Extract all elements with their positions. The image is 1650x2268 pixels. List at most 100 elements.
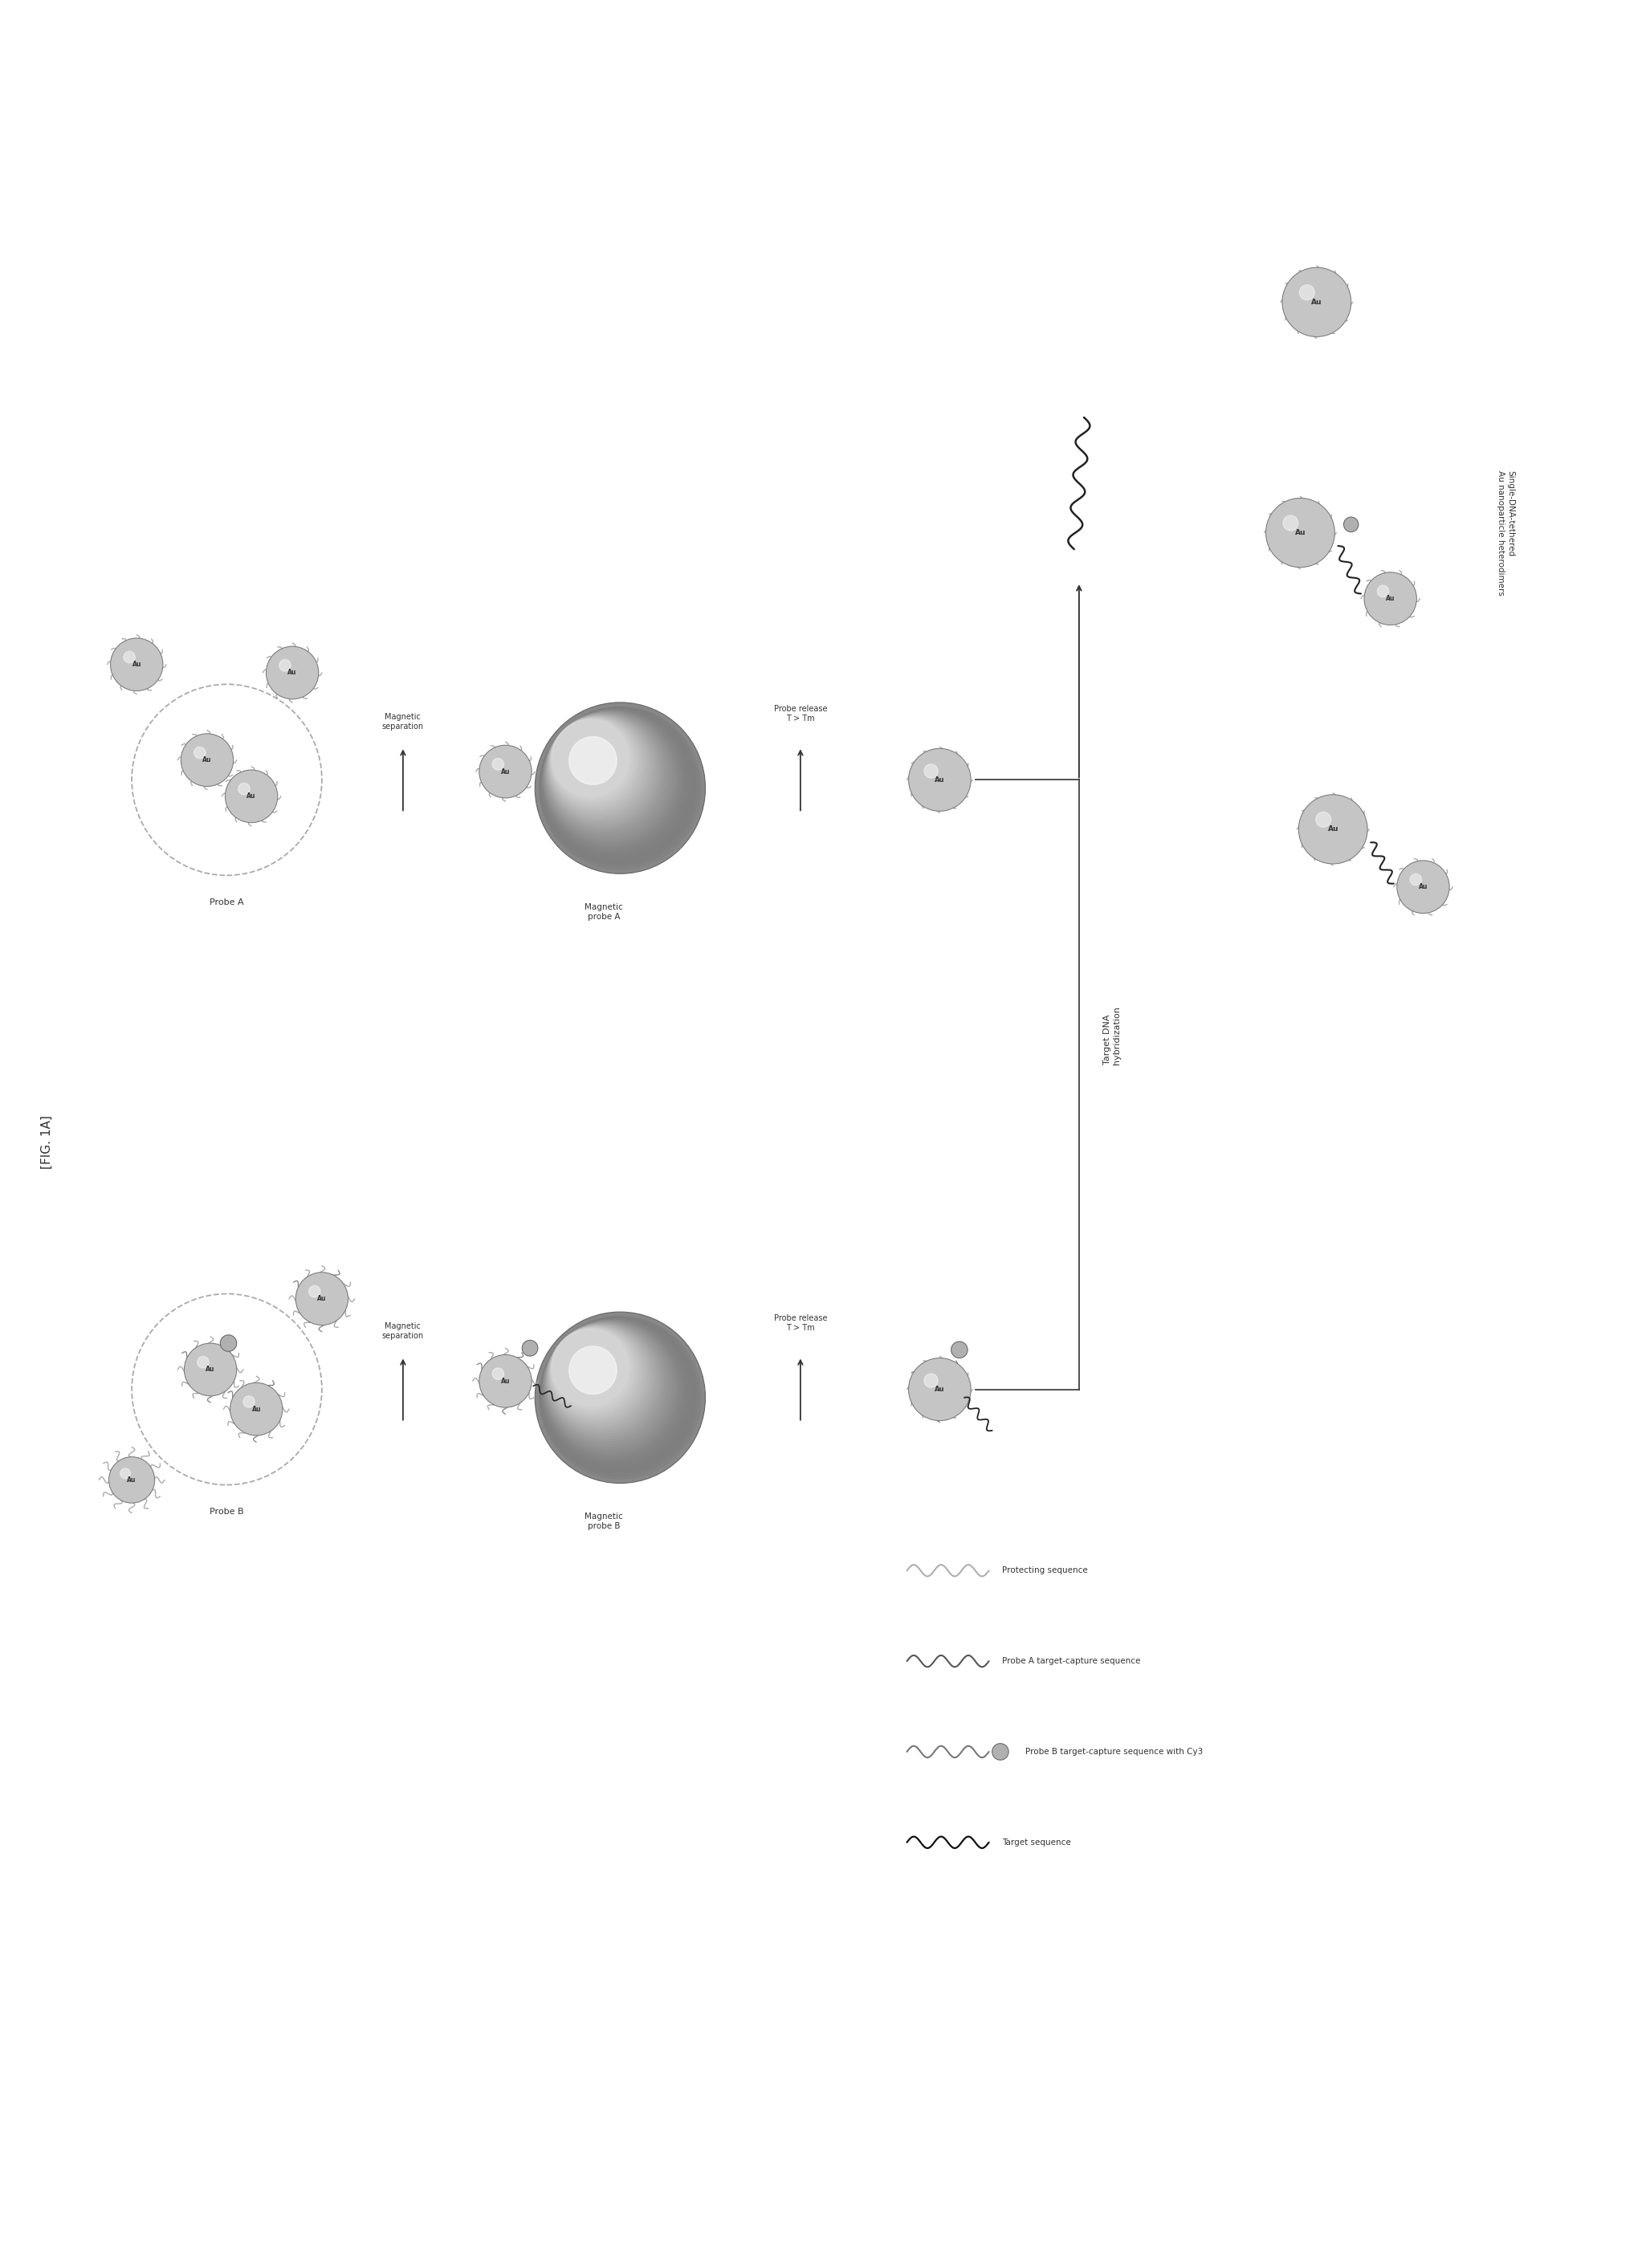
- Circle shape: [549, 1327, 639, 1415]
- Circle shape: [480, 1356, 528, 1404]
- Circle shape: [182, 735, 233, 787]
- Circle shape: [952, 1343, 965, 1356]
- Circle shape: [221, 1336, 236, 1352]
- Circle shape: [112, 642, 158, 687]
- Circle shape: [544, 712, 673, 841]
- Circle shape: [266, 646, 318, 699]
- Circle shape: [909, 1359, 969, 1420]
- Circle shape: [482, 748, 528, 794]
- Circle shape: [182, 735, 231, 785]
- Circle shape: [1267, 499, 1332, 565]
- Circle shape: [482, 1356, 528, 1404]
- Circle shape: [548, 1325, 657, 1433]
- Circle shape: [267, 646, 317, 699]
- Circle shape: [221, 1336, 234, 1349]
- Circle shape: [993, 1744, 1006, 1758]
- Circle shape: [112, 640, 160, 687]
- Circle shape: [233, 1386, 279, 1431]
- Circle shape: [1345, 517, 1356, 531]
- Circle shape: [185, 1345, 234, 1395]
- Circle shape: [111, 637, 163, 692]
- Circle shape: [912, 753, 965, 805]
- Circle shape: [231, 1383, 282, 1436]
- Circle shape: [909, 748, 969, 810]
- Circle shape: [540, 1318, 698, 1476]
- Circle shape: [523, 1340, 536, 1354]
- Circle shape: [911, 751, 967, 807]
- Circle shape: [1267, 499, 1333, 567]
- Circle shape: [909, 751, 969, 810]
- Circle shape: [1366, 574, 1414, 624]
- Circle shape: [909, 751, 969, 810]
- Circle shape: [1284, 270, 1348, 333]
- Circle shape: [229, 1383, 282, 1436]
- Circle shape: [186, 1345, 233, 1393]
- Circle shape: [482, 1356, 528, 1404]
- Circle shape: [1302, 798, 1361, 857]
- Text: Protecting sequence: Protecting sequence: [1002, 1567, 1087, 1574]
- Circle shape: [182, 733, 233, 787]
- Circle shape: [1300, 796, 1365, 862]
- Circle shape: [1398, 862, 1447, 912]
- Circle shape: [183, 737, 228, 782]
- Circle shape: [111, 1458, 152, 1501]
- Circle shape: [1365, 572, 1416, 624]
- Circle shape: [1399, 862, 1445, 909]
- Circle shape: [269, 649, 314, 694]
- Circle shape: [1366, 576, 1411, 619]
- Text: Au: Au: [317, 1295, 327, 1302]
- Circle shape: [480, 1354, 531, 1406]
- Circle shape: [1269, 501, 1330, 562]
- Circle shape: [111, 1458, 152, 1501]
- Circle shape: [269, 649, 315, 696]
- Circle shape: [911, 751, 965, 805]
- Circle shape: [182, 735, 233, 785]
- Text: Au: Au: [132, 660, 142, 669]
- Circle shape: [111, 1458, 150, 1499]
- Circle shape: [952, 1343, 965, 1356]
- Circle shape: [111, 1458, 153, 1501]
- Circle shape: [183, 735, 229, 782]
- Circle shape: [185, 1345, 236, 1395]
- Circle shape: [297, 1275, 345, 1322]
- Text: Au: Au: [502, 769, 510, 776]
- Circle shape: [1302, 798, 1361, 857]
- Circle shape: [186, 1345, 233, 1393]
- Circle shape: [233, 1386, 277, 1431]
- Circle shape: [1284, 270, 1346, 333]
- Circle shape: [480, 746, 530, 796]
- Circle shape: [269, 649, 314, 694]
- Circle shape: [535, 703, 705, 873]
- Circle shape: [1269, 501, 1330, 562]
- Circle shape: [909, 1359, 969, 1418]
- Circle shape: [231, 1383, 279, 1433]
- Circle shape: [546, 714, 662, 830]
- Circle shape: [541, 1318, 688, 1467]
- Circle shape: [543, 710, 683, 853]
- Circle shape: [543, 1320, 676, 1454]
- Circle shape: [228, 771, 274, 819]
- Circle shape: [267, 646, 317, 699]
- Circle shape: [911, 751, 969, 807]
- Circle shape: [523, 1340, 538, 1356]
- Circle shape: [543, 712, 676, 844]
- Circle shape: [523, 1343, 535, 1354]
- Circle shape: [111, 1458, 152, 1501]
- Circle shape: [1269, 501, 1328, 560]
- Circle shape: [482, 748, 526, 794]
- Circle shape: [186, 1345, 233, 1393]
- Circle shape: [551, 719, 634, 801]
- Circle shape: [182, 733, 233, 787]
- Circle shape: [546, 712, 667, 835]
- Circle shape: [569, 737, 617, 785]
- Circle shape: [482, 1356, 528, 1404]
- Circle shape: [480, 746, 530, 796]
- Circle shape: [267, 649, 315, 696]
- Circle shape: [1299, 796, 1366, 862]
- Circle shape: [112, 640, 158, 687]
- Circle shape: [233, 1386, 277, 1431]
- Circle shape: [182, 735, 231, 785]
- Circle shape: [266, 646, 318, 699]
- Circle shape: [1269, 501, 1330, 562]
- Circle shape: [924, 1374, 937, 1388]
